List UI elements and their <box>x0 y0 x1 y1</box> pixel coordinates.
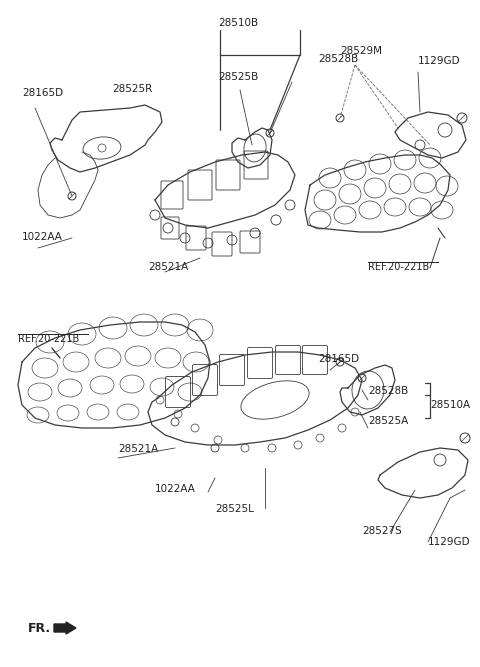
FancyArrow shape <box>54 622 76 634</box>
Text: 28510A: 28510A <box>430 400 470 410</box>
Text: 1129GD: 1129GD <box>418 56 461 66</box>
Text: 28529M: 28529M <box>340 46 382 56</box>
Text: 28525L: 28525L <box>216 504 254 514</box>
Text: 28165D: 28165D <box>22 88 63 98</box>
Text: 28165D: 28165D <box>318 354 359 364</box>
Text: 1022AA: 1022AA <box>155 484 195 494</box>
Text: 28525A: 28525A <box>368 416 408 426</box>
Text: 28525B: 28525B <box>218 72 258 82</box>
Text: 1022AA: 1022AA <box>22 232 63 242</box>
Text: 28528B: 28528B <box>318 54 358 64</box>
Text: 28521A: 28521A <box>148 262 188 272</box>
Text: 28527S: 28527S <box>362 526 402 536</box>
Text: 28510B: 28510B <box>218 18 258 28</box>
Text: 1129GD: 1129GD <box>428 537 470 547</box>
Text: 28525R: 28525R <box>112 84 152 94</box>
Text: REF.20-221B: REF.20-221B <box>18 334 79 344</box>
Text: FR.: FR. <box>28 622 51 635</box>
Text: 28521A: 28521A <box>118 444 158 454</box>
Text: 28528B: 28528B <box>368 386 408 396</box>
Text: REF.20-221B: REF.20-221B <box>368 262 429 272</box>
